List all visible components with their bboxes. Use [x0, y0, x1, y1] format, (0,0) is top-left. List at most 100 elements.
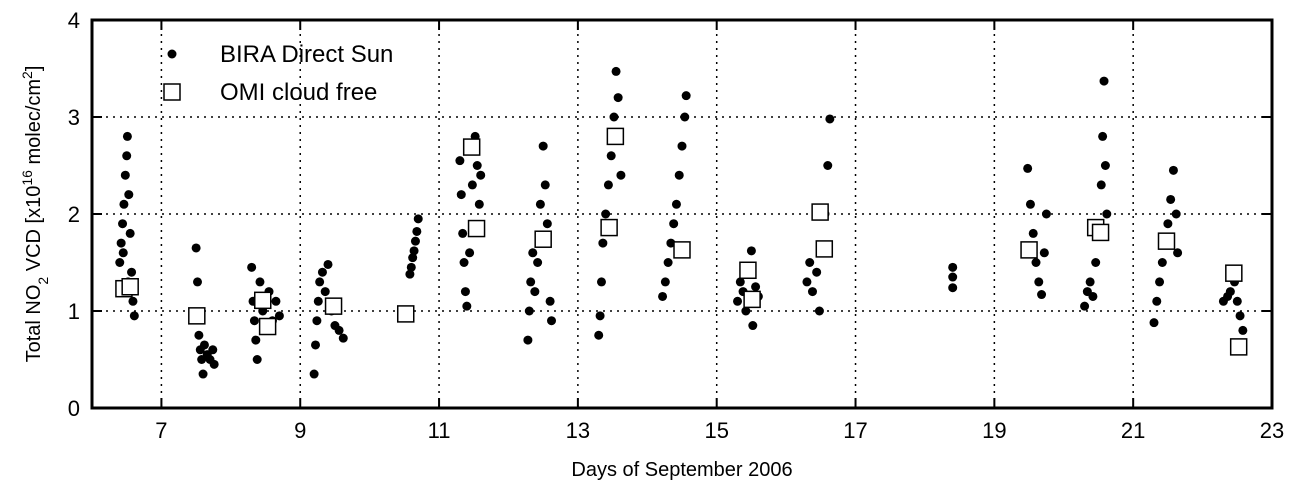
dot-marker: [1034, 277, 1044, 287]
plot-frame: [90, 18, 1274, 410]
dot-marker: [413, 214, 423, 224]
dot-marker: [459, 258, 469, 267]
dot-marker: [1232, 296, 1242, 306]
dot-marker: [191, 243, 201, 253]
dot-marker: [535, 199, 545, 209]
dot-marker: [1173, 248, 1183, 258]
dot-marker: [680, 112, 690, 122]
y-axis-label-part: VCD [x10: [23, 186, 45, 277]
dot-marker: [474, 199, 484, 209]
x-tick-label: 7: [155, 418, 167, 443]
dot-marker: [1102, 209, 1112, 219]
dot-marker: [616, 170, 626, 180]
dot-marker: [467, 180, 477, 190]
dot-marker: [118, 219, 128, 229]
dot-marker: [660, 277, 670, 287]
dot-marker: [741, 306, 751, 316]
dot-marker: [1098, 131, 1108, 141]
dot-marker: [1100, 161, 1110, 170]
dot-marker: [198, 369, 208, 379]
dot-marker: [405, 269, 415, 279]
square-marker: [254, 291, 272, 310]
dot-marker: [802, 277, 812, 287]
dot-marker: [274, 311, 284, 321]
dot-marker: [948, 283, 958, 293]
dot-marker: [456, 190, 466, 200]
dot-marker: [194, 330, 204, 340]
dot-marker: [598, 238, 608, 248]
y-axis-label-part: molec/cm: [23, 79, 45, 170]
dot-marker: [807, 287, 817, 297]
dot-marker: [124, 190, 134, 200]
dot-marker: [476, 170, 486, 180]
dot-marker: [948, 272, 958, 282]
dot-marker: [681, 91, 691, 101]
dot-marker: [208, 345, 218, 355]
dot-marker: [1157, 258, 1167, 267]
dot-marker: [1225, 287, 1235, 297]
x-tick-label: 21: [1121, 418, 1145, 443]
square-marker: [188, 307, 206, 325]
dot-marker: [674, 170, 684, 180]
dot-marker: [658, 291, 668, 301]
dot-marker: [1085, 277, 1095, 287]
x-tick-label: 11: [428, 418, 451, 443]
dot-marker: [247, 262, 257, 272]
y-tick-label: 2: [68, 202, 80, 227]
dot-marker: [125, 228, 135, 238]
dot-marker: [671, 199, 681, 209]
dot-marker: [666, 238, 676, 248]
dot-marker: [733, 296, 743, 306]
dot-marker: [538, 141, 548, 151]
x-tick-label: 23: [1260, 418, 1284, 443]
y-axis-label-part: ]: [23, 66, 45, 72]
x-tick-label: 9: [294, 418, 306, 443]
dot-marker: [1091, 258, 1101, 267]
square-marker: [1229, 338, 1248, 356]
square-marker: [163, 83, 181, 101]
square-marker: [1020, 241, 1038, 259]
dot-marker: [1155, 277, 1165, 287]
square-marker: [1157, 232, 1176, 250]
y-axis-label-part: 2: [19, 71, 35, 79]
dot-marker: [312, 316, 322, 326]
dot-marker: [1037, 290, 1047, 300]
y-axis-label: Total NO2 VCD [x1016 molec/cm2]: [19, 66, 51, 363]
dot-marker: [252, 355, 262, 364]
x-tick-label: 19: [982, 418, 1006, 443]
dot-marker: [530, 287, 540, 297]
dot-marker: [1096, 180, 1106, 190]
legend-label: OMI cloud free: [220, 79, 377, 106]
dot-marker: [603, 180, 613, 190]
dot-marker: [751, 282, 761, 292]
dot-marker: [1023, 163, 1033, 173]
dot-marker: [115, 258, 125, 267]
dot-marker: [460, 287, 470, 297]
dot-marker: [528, 248, 538, 258]
dot-marker: [677, 141, 687, 151]
dot-marker: [119, 199, 129, 209]
dot-marker: [338, 333, 348, 343]
square-marker: [743, 290, 761, 309]
dot-marker: [323, 259, 333, 269]
dot-marker: [127, 267, 137, 277]
square-marker: [467, 219, 486, 238]
dot-marker: [542, 219, 552, 229]
dot-marker: [251, 335, 261, 345]
dot-marker: [193, 277, 203, 287]
dot-marker: [167, 49, 177, 59]
dot-marker: [465, 248, 475, 258]
dot-marker: [255, 277, 265, 287]
square-marker: [258, 317, 277, 336]
dot-marker: [596, 277, 606, 287]
dot-marker: [1168, 165, 1178, 175]
dot-marker: [1099, 76, 1109, 86]
dot-marker: [1041, 209, 1051, 219]
dot-marker: [669, 219, 679, 229]
dot-marker: [458, 228, 468, 238]
dot-marker: [410, 236, 420, 246]
dot-marker: [472, 161, 482, 170]
dot-marker: [1039, 248, 1049, 258]
square-marker: [1091, 223, 1110, 242]
dot-marker: [129, 311, 139, 321]
